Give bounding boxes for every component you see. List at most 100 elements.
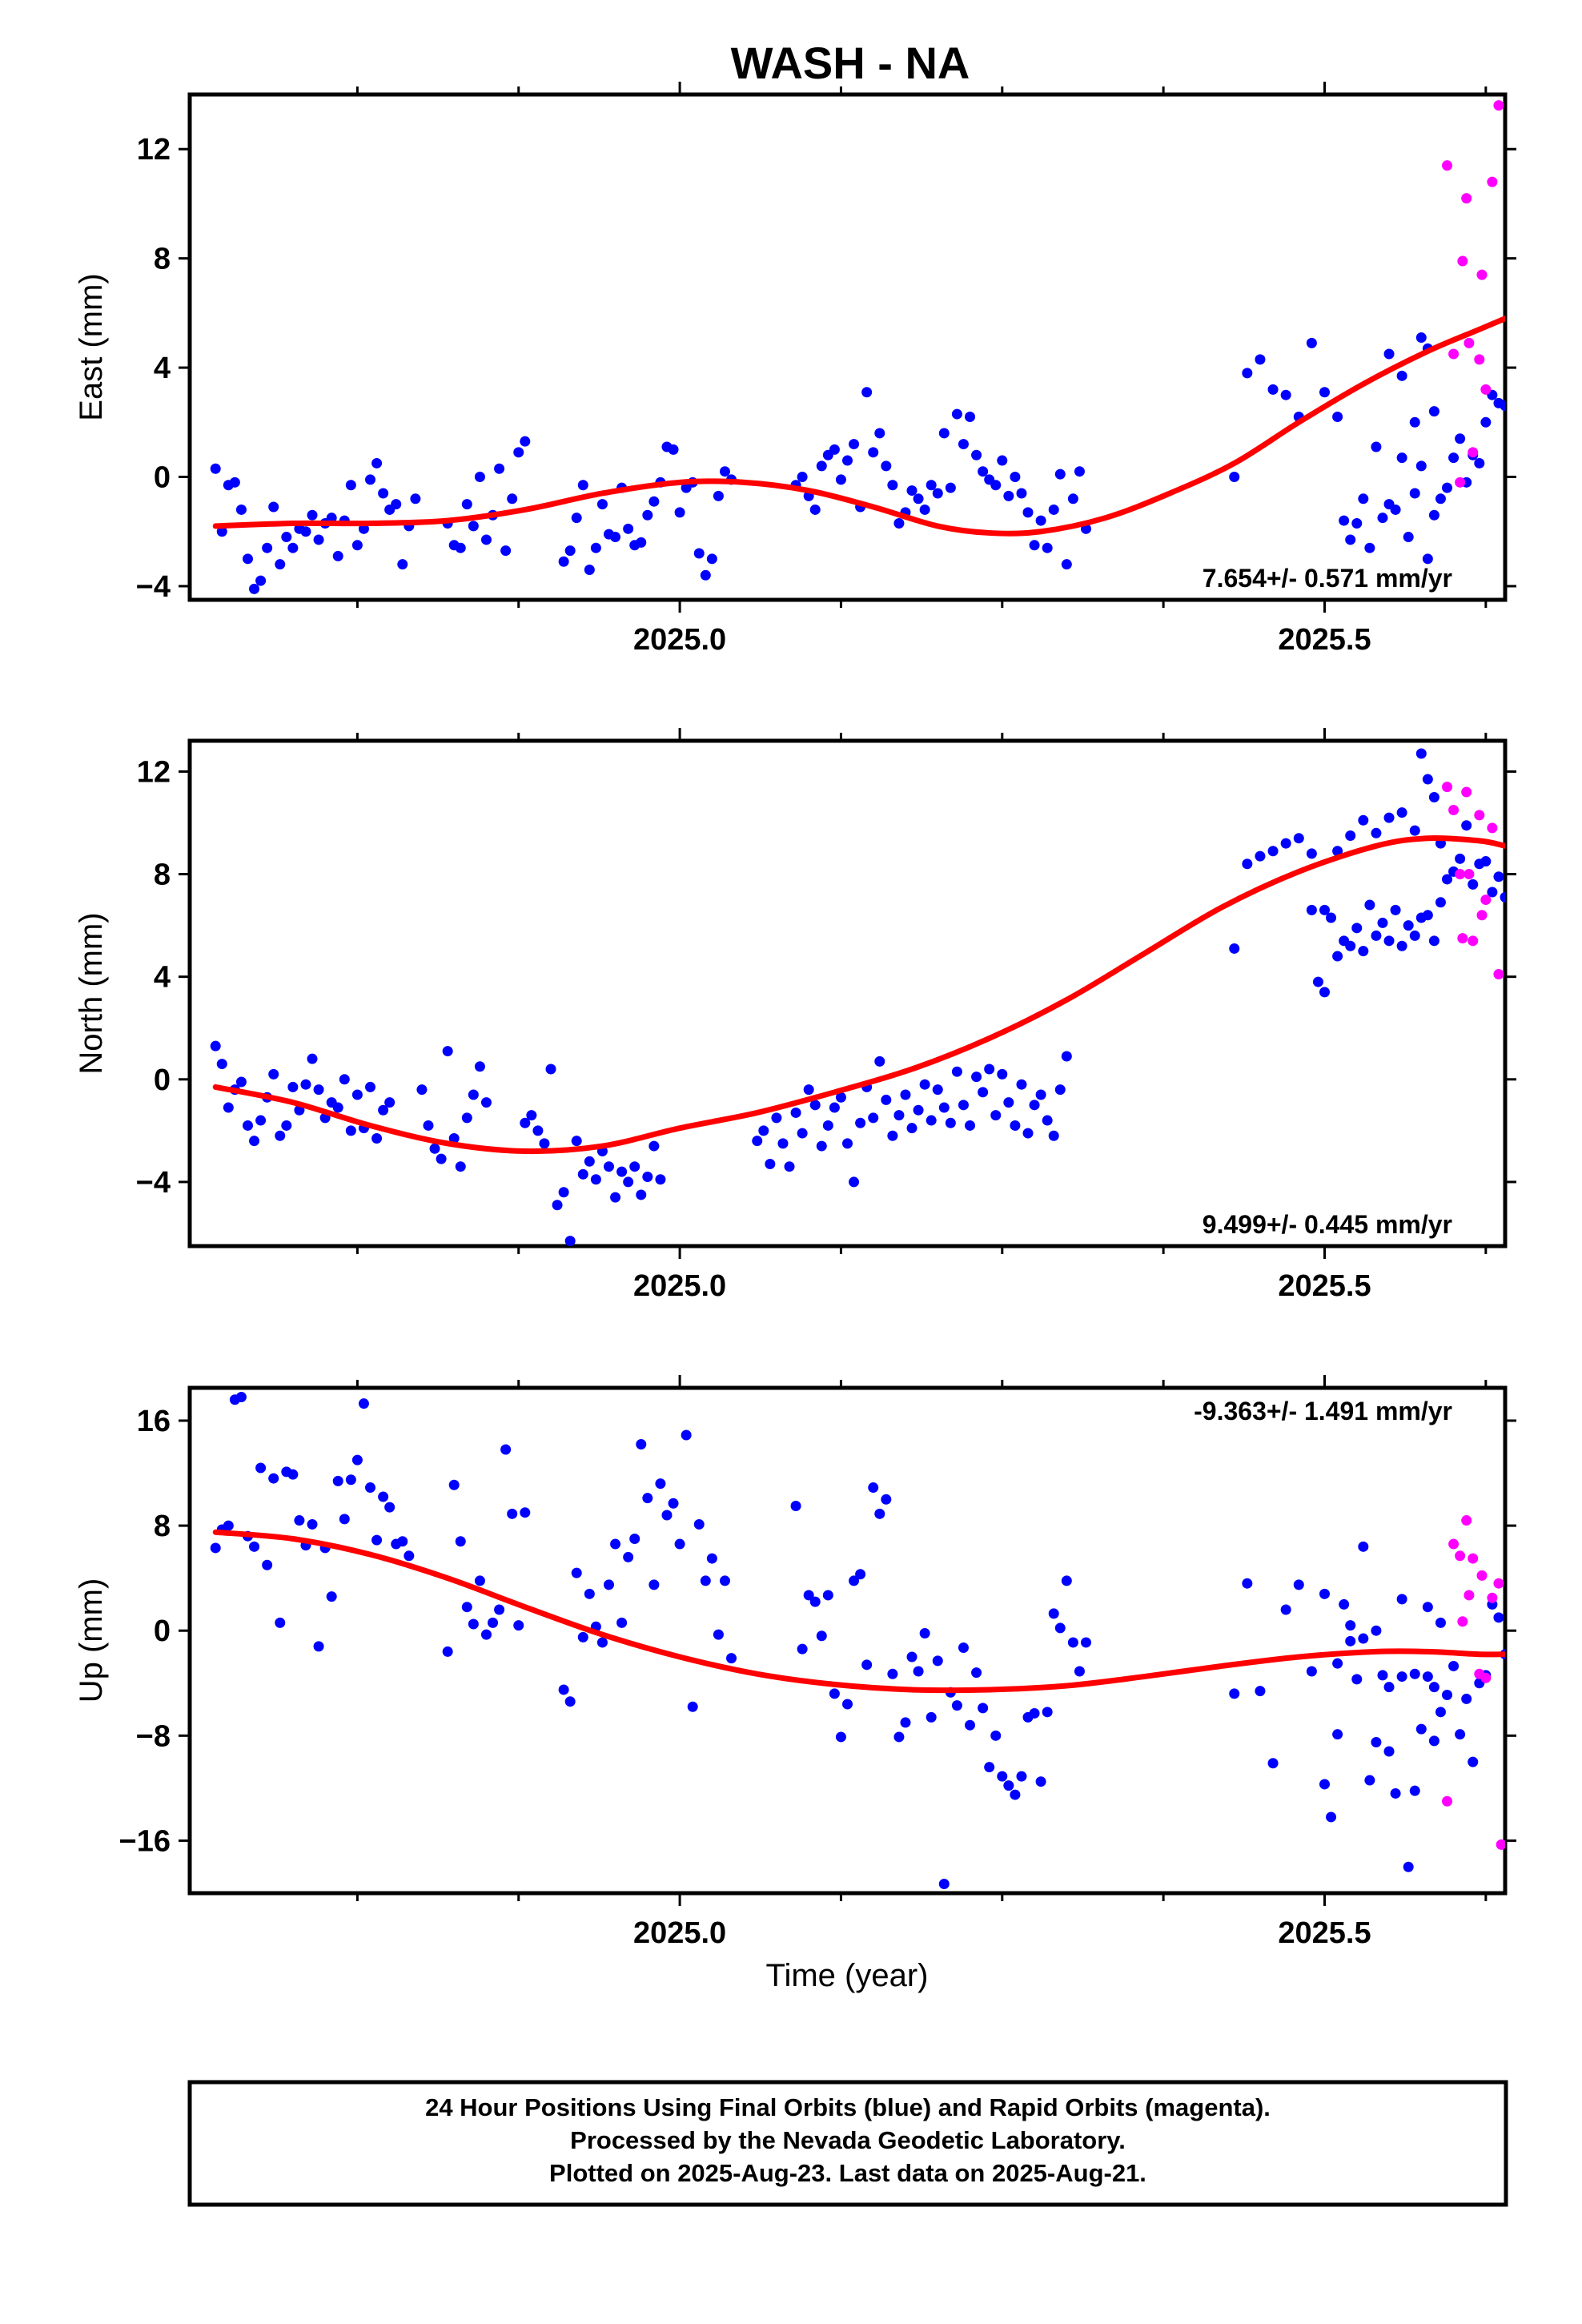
final-orbit-point [1293, 1579, 1304, 1590]
final-orbit-point [436, 1153, 447, 1164]
final-orbit-point [887, 1130, 898, 1141]
final-orbit-point [913, 493, 924, 505]
final-orbit-point [210, 1542, 221, 1554]
final-orbit-point [1448, 1660, 1460, 1671]
final-orbit-point [474, 1575, 485, 1586]
final-orbit-point [1332, 1729, 1343, 1740]
final-orbit-point [642, 509, 653, 521]
final-orbit-point [1493, 1612, 1504, 1623]
final-orbit-point [919, 1627, 930, 1638]
rapid-orbit-point [1468, 935, 1479, 947]
final-orbit-point [900, 1089, 911, 1100]
final-orbit-point [255, 575, 267, 586]
final-orbit-point [1428, 406, 1439, 417]
final-orbit-point [642, 1172, 653, 1183]
final-orbit-point [1428, 935, 1439, 947]
final-orbit-point [1455, 433, 1466, 444]
final-orbit-point [513, 1620, 524, 1631]
final-orbit-point [1377, 1670, 1388, 1681]
final-orbit-point [655, 1478, 666, 1490]
final-orbit-point [1435, 493, 1446, 505]
final-orbit-point [849, 1176, 860, 1188]
final-orbit-point [777, 1138, 789, 1149]
final-orbit-point [1435, 897, 1446, 908]
final-orbit-point [1003, 490, 1014, 501]
final-orbit-point [874, 1055, 885, 1067]
rapid-orbit-point [1457, 933, 1468, 944]
final-orbit-point [1415, 332, 1427, 344]
final-orbit-point [797, 472, 808, 483]
final-orbit-point [275, 1130, 286, 1141]
final-orbit-point [1422, 1671, 1433, 1683]
east-y-axis-label: East (mm) [74, 273, 109, 420]
final-orbit-point [1345, 830, 1356, 842]
north-x-tick-label: 2025.5 [1278, 1269, 1371, 1303]
final-orbit-point [984, 1762, 995, 1773]
rapid-orbit-point [1493, 968, 1504, 979]
final-orbit-point [887, 480, 898, 491]
final-orbit-point [1390, 504, 1401, 515]
final-orbit-point [474, 472, 485, 483]
final-orbit-point [1371, 930, 1382, 941]
final-orbit-point [752, 1136, 763, 1147]
east-plot-frame [187, 92, 1508, 602]
final-orbit-point [242, 553, 253, 565]
final-orbit-point [1409, 1668, 1420, 1679]
final-orbit-point [216, 526, 227, 537]
north-velocity-label: 9.499+/- 0.445 mm/yr [1203, 1210, 1452, 1239]
final-orbit-point [868, 1112, 879, 1124]
final-orbit-point [262, 1559, 273, 1570]
final-orbit-point [1383, 1682, 1395, 1693]
final-orbit-point [1010, 1120, 1021, 1131]
final-orbit-point [423, 1120, 434, 1131]
final-orbit-point [1306, 904, 1317, 915]
rapid-orbit-point [1442, 1795, 1453, 1807]
final-orbit-point [416, 1084, 428, 1096]
final-orbit-point [1371, 827, 1382, 838]
final-orbit-point [268, 501, 279, 513]
up-y-tick-label: 0 [154, 1614, 171, 1648]
final-orbit-point [829, 1688, 840, 1699]
figure-title: WASH - NA [731, 38, 970, 88]
up-fit-curve [212, 1529, 1505, 1694]
final-orbit-point [332, 550, 343, 561]
rapid-orbit-point [1493, 100, 1504, 111]
footer-line-2: Processed by the Nevada Geodetic Laborat… [570, 2126, 1126, 2154]
up-data-layer [210, 1391, 1505, 1890]
final-orbit-point [835, 1731, 846, 1743]
final-orbit-point [965, 1120, 976, 1131]
final-orbit-point [1455, 853, 1466, 864]
x-axis-label: Time (year) [766, 1958, 929, 1993]
final-orbit-point [868, 1482, 879, 1494]
final-orbit-point [391, 499, 402, 510]
final-orbit-point [235, 1076, 247, 1088]
final-orbit-point [1022, 1128, 1034, 1139]
final-orbit-point [1061, 559, 1072, 570]
final-orbit-point [584, 1156, 595, 1167]
final-orbit-point [758, 1125, 769, 1136]
final-orbit-point [448, 1132, 460, 1144]
rapid-orbit-point [1487, 176, 1498, 187]
rapid-orbit-point [1474, 354, 1485, 365]
final-orbit-point [1409, 825, 1420, 836]
final-orbit-point [564, 545, 576, 557]
final-orbit-point [1242, 858, 1253, 870]
rapid-orbit-point [1468, 1553, 1479, 1564]
final-orbit-point [468, 1089, 479, 1100]
final-orbit-point [249, 1541, 260, 1552]
rapid-orbit-point [1461, 1515, 1472, 1526]
rapid-orbit-point [1487, 822, 1498, 834]
final-orbit-point [287, 1469, 299, 1480]
final-orbit-point [1428, 1682, 1439, 1693]
final-orbit-point [1403, 532, 1414, 543]
final-orbit-point [1003, 1097, 1014, 1108]
final-orbit-point [971, 449, 982, 460]
final-orbit-point [648, 1579, 660, 1590]
up-y-axis-label: Up (mm) [74, 1578, 109, 1703]
final-orbit-point [268, 1068, 279, 1080]
final-orbit-point [1339, 1598, 1350, 1610]
final-orbit-point [313, 534, 324, 545]
rapid-orbit-point [1496, 1839, 1505, 1850]
final-orbit-point [332, 1102, 343, 1113]
final-orbit-point [1409, 488, 1420, 499]
